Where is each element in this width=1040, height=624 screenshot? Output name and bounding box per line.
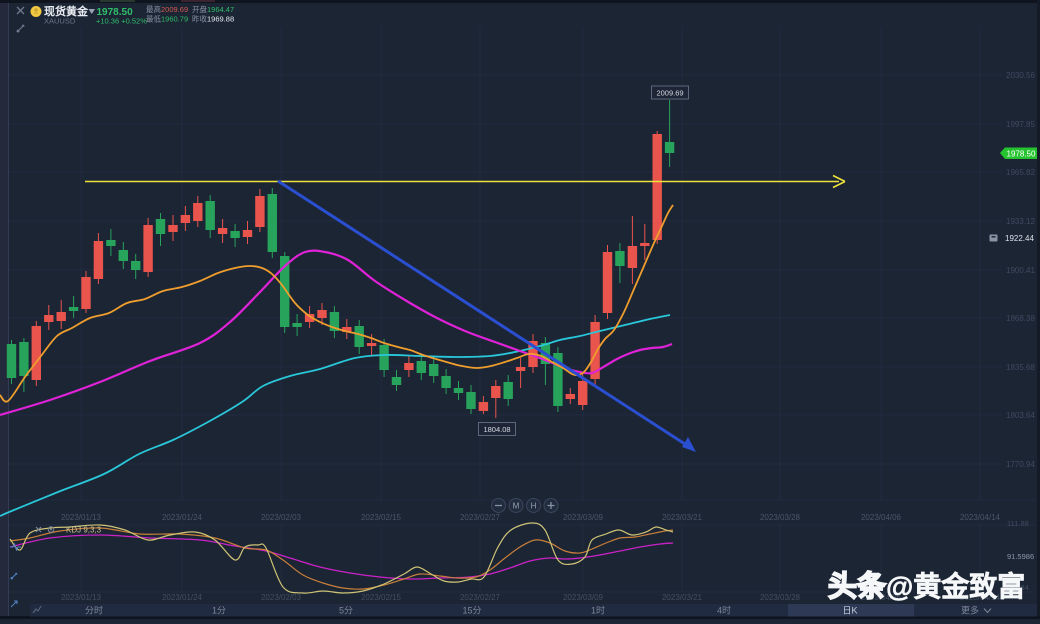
svg-text:1900.41: 1900.41 <box>1006 266 1035 275</box>
svg-text:1997.85: 1997.85 <box>1006 120 1035 129</box>
svg-text:31.84: 31.84 <box>1010 583 1029 592</box>
svg-text:2009.69: 2009.69 <box>656 89 683 98</box>
svg-text:2023/04/14: 2023/04/14 <box>960 513 1001 522</box>
svg-text:5分: 5分 <box>339 606 353 616</box>
svg-text:2023/02/03: 2023/02/03 <box>261 593 302 602</box>
svg-text:分时: 分时 <box>85 605 103 616</box>
svg-text:2023/03/28: 2023/03/28 <box>760 593 801 602</box>
svg-text:2023/01/24: 2023/01/24 <box>162 513 203 522</box>
svg-text:2023/02/03: 2023/02/03 <box>261 513 302 522</box>
svg-text:1868.38: 1868.38 <box>1006 314 1035 323</box>
svg-text:开盘: 开盘 <box>192 4 207 14</box>
svg-text:2023/01/24: 2023/01/24 <box>162 593 203 602</box>
svg-text:2023/01/13: 2023/01/13 <box>61 593 102 602</box>
svg-text:91.5986: 91.5986 <box>1007 552 1034 561</box>
svg-text:1960.79: 1960.79 <box>161 15 188 24</box>
svg-text:2023/03/09: 2023/03/09 <box>563 593 604 602</box>
svg-text:2023/03/09: 2023/03/09 <box>563 513 604 522</box>
svg-text:1922.44: 1922.44 <box>1005 234 1034 243</box>
svg-text:2023/04/06: 2023/04/06 <box>861 513 902 522</box>
svg-text:2023/02/15: 2023/02/15 <box>361 593 402 602</box>
svg-text:2023/03/21: 2023/03/21 <box>662 513 703 522</box>
svg-text:2030.56: 2030.56 <box>1006 71 1035 80</box>
svg-text:4时: 4时 <box>717 605 731 616</box>
svg-text:昨收: 昨收 <box>192 14 207 24</box>
svg-text:KDJ 9,3,3: KDJ 9,3,3 <box>66 526 102 535</box>
svg-text:2023/01/13: 2023/01/13 <box>61 513 102 522</box>
svg-text:2023/03/21: 2023/03/21 <box>662 593 703 602</box>
svg-text:15分: 15分 <box>462 606 481 616</box>
svg-text:+10.36 +0.52%: +10.36 +0.52% <box>96 17 147 26</box>
svg-text:1964.47: 1964.47 <box>207 5 234 14</box>
svg-text:H: H <box>531 502 537 511</box>
svg-text:1978.50: 1978.50 <box>97 7 134 18</box>
svg-text:1803.64: 1803.64 <box>1006 411 1035 420</box>
svg-text:111.88: 111.88 <box>1007 519 1029 528</box>
svg-text:@黄金致富: @黄金致富 <box>886 570 1025 602</box>
svg-text:1分: 1分 <box>212 606 226 616</box>
svg-text:更多: 更多 <box>961 605 979 616</box>
svg-text:2023/02/27: 2023/02/27 <box>460 513 501 522</box>
svg-text:最低: 最低 <box>146 14 161 24</box>
svg-text:2023/04/14: 2023/04/14 <box>960 593 1001 602</box>
svg-text:1770.94: 1770.94 <box>1006 460 1035 469</box>
svg-text:1965.82: 1965.82 <box>1006 168 1035 177</box>
svg-text:M: M <box>513 502 520 511</box>
svg-text:1933.12: 1933.12 <box>1006 217 1035 226</box>
svg-text:2023/04/06: 2023/04/06 <box>861 593 902 602</box>
svg-text:最高: 最高 <box>146 4 161 14</box>
svg-text:1835.68: 1835.68 <box>1006 363 1035 372</box>
svg-text:2009.69: 2009.69 <box>161 5 188 14</box>
svg-text:1时: 1时 <box>591 605 605 616</box>
svg-text:日K: 日K <box>842 606 857 616</box>
svg-text:头条: 头条 <box>828 570 886 603</box>
svg-text:2023/02/15: 2023/02/15 <box>361 513 402 522</box>
svg-text:2023/03/28: 2023/03/28 <box>760 513 801 522</box>
svg-text:现货黄金: 现货黄金 <box>44 4 89 18</box>
svg-text:1804.08: 1804.08 <box>483 425 510 434</box>
svg-text:XAUUSD: XAUUSD <box>44 17 76 26</box>
svg-text:1978.50: 1978.50 <box>1007 150 1036 159</box>
svg-text:2023/02/27: 2023/02/27 <box>460 593 501 602</box>
svg-text:1969.88: 1969.88 <box>207 15 234 24</box>
